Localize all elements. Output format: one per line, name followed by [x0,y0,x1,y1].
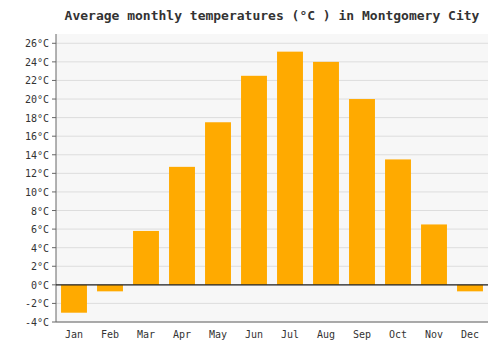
bar [205,122,231,285]
bar [313,62,339,285]
tick-label: 4°C [31,243,49,254]
grid-line [56,61,488,62]
tick-label: 8°C [31,206,49,217]
bar [349,99,375,285]
tick-label: 24°C [25,57,49,68]
tick-mark [52,210,56,211]
tick-mark [52,303,56,304]
tick-label: -2°C [25,298,49,309]
grid-line [56,99,488,100]
tick-mark [52,266,56,267]
title: Average monthly temperatures (°C ) in Mo… [65,8,480,23]
tick-label: Feb [101,329,119,340]
tick-label: Nov [425,329,443,340]
tick-mark [52,61,56,62]
grid-line [56,210,488,211]
tick-label: 0°C [31,280,49,291]
grid-line [56,173,488,174]
tick-mark [52,191,56,192]
plot-area [56,34,488,322]
tick-mark [52,154,56,155]
bar [133,231,159,285]
bar [241,76,267,285]
axis-line [56,34,57,322]
grid-line [56,136,488,137]
tick-label: 6°C [31,224,49,235]
grid-line [56,303,488,304]
grid-line [56,43,488,44]
x-axis: Jan Feb Mar Apr May Jun Jul Aug Sep Oct Nov Dec [56,322,488,340]
tick-mark [52,136,56,137]
bar [169,167,195,285]
tick-label: 10°C [25,187,49,198]
tick-label: 14°C [25,150,49,161]
tick-mark [52,229,56,230]
tick-label: 16°C [25,131,49,142]
grid-line [56,117,488,118]
tick-label: 20°C [25,94,49,105]
chart: Average monthly temperatures (°C ) in Mo… [0,0,500,350]
tick-label: May [209,329,227,340]
tick-label: Mar [137,329,155,340]
tick-mark [52,43,56,44]
tick-label: 22°C [25,75,49,86]
tick-label: Jun [245,329,263,340]
bar [61,285,87,313]
tick-label: 2°C [31,261,49,272]
bar [457,285,483,292]
bar [421,224,447,284]
grid-line [56,154,488,155]
y-axis: -4°C -2°C 0°C 2°C 4°C 6°C 8°C 10°C 12°C 14°C 16°C 1… [25,34,56,328]
bar [97,285,123,292]
tick-label: -4°C [25,317,49,328]
tick-mark [52,284,56,285]
tick-mark [52,117,56,118]
bar [277,52,303,285]
tick-label: Apr [173,329,191,340]
grid-line [56,284,488,285]
tick-label: Dec [461,329,479,340]
bar [385,159,411,284]
tick-mark [52,80,56,81]
tick-label: Oct [389,329,407,340]
grid [56,43,488,322]
bars [56,52,488,313]
tick-mark [52,99,56,100]
tick-label: Jan [65,329,83,340]
grid-line [56,322,488,323]
tick-mark [52,173,56,174]
tick-mark [52,322,56,323]
tick-label: 18°C [25,113,49,124]
tick-label: 12°C [25,168,49,179]
baseline [56,284,488,285]
tick-label: 26°C [25,38,49,49]
grid-line [56,80,488,81]
tick-label: Aug [317,329,335,340]
tick-label: Jul [281,329,299,340]
grid-line [56,191,488,192]
tick-mark [52,247,56,248]
tick-label: Sep [353,329,371,340]
axis-line [56,322,488,323]
